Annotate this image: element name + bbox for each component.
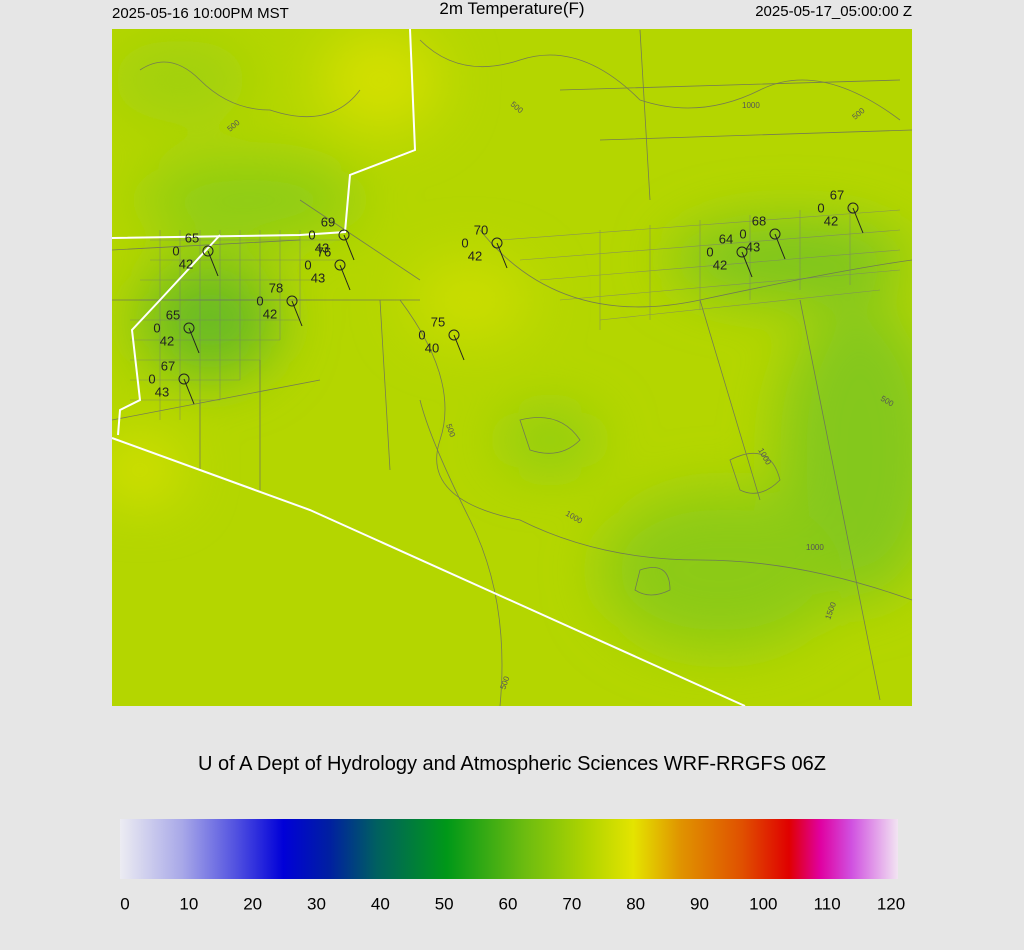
station-plot: 75 040 bbox=[418, 314, 465, 361]
station-temperature: 68 bbox=[752, 213, 766, 228]
urban-grid bbox=[130, 205, 901, 420]
contour-label: 1000 bbox=[806, 543, 824, 552]
map-title: 2m Temperature(F) bbox=[439, 0, 584, 18]
station-circle bbox=[286, 295, 298, 307]
wind-barb bbox=[774, 233, 786, 260]
station-circle bbox=[491, 237, 503, 249]
station-wind: 0 bbox=[706, 244, 713, 259]
station-wind: 0 bbox=[418, 327, 425, 342]
colorbar bbox=[120, 819, 898, 879]
wind-barb bbox=[343, 234, 355, 261]
wind-barb bbox=[852, 207, 864, 234]
wind-barb bbox=[291, 300, 303, 327]
colorbar-tick-label: 110 bbox=[814, 894, 841, 913]
colorbar-tick-label: 0 bbox=[120, 894, 129, 913]
station-dewpoint: 42 bbox=[160, 333, 174, 348]
colorbar-tick-label: 50 bbox=[435, 894, 454, 913]
colorbar-tick-label: 60 bbox=[499, 894, 518, 913]
station-dewpoint: 42 bbox=[468, 248, 482, 263]
borders bbox=[112, 29, 746, 706]
wind-barb bbox=[339, 264, 351, 291]
contour-label: 500 bbox=[498, 675, 511, 691]
station-dewpoint: 42 bbox=[263, 306, 277, 321]
colorbar-tick-label: 40 bbox=[371, 894, 390, 913]
wind-barb bbox=[183, 378, 195, 405]
station-temperature: 67 bbox=[830, 187, 844, 202]
station-circle bbox=[334, 259, 346, 271]
colorbar-tick-label: 10 bbox=[179, 894, 198, 913]
station-plot: 67 042 bbox=[817, 187, 864, 234]
station-circle bbox=[448, 329, 460, 341]
station-wind: 0 bbox=[308, 227, 315, 242]
station-temperature: 67 bbox=[161, 358, 175, 373]
station-dewpoint: 42 bbox=[824, 213, 838, 228]
wind-barb bbox=[453, 334, 465, 361]
station-temperature: 65 bbox=[185, 230, 199, 245]
station-wind: 0 bbox=[739, 226, 746, 241]
station-dewpoint: 43 bbox=[311, 270, 325, 285]
station-wind: 0 bbox=[256, 293, 263, 308]
station-circle bbox=[338, 229, 350, 241]
station-dewpoint: 42 bbox=[179, 256, 193, 271]
station-circle bbox=[847, 202, 859, 214]
station-circle bbox=[202, 245, 214, 257]
footer-credit: U of A Dept of Hydrology and Atmospheric… bbox=[198, 753, 826, 775]
station-wind: 0 bbox=[148, 371, 155, 386]
station-dewpoint: 43 bbox=[315, 240, 329, 255]
colorbar-tick-label: 30 bbox=[307, 894, 326, 913]
station-wind: 0 bbox=[172, 243, 179, 258]
station-temperature: 70 bbox=[474, 222, 488, 237]
wind-barb bbox=[207, 250, 219, 277]
station-plot: 78 042 bbox=[256, 280, 303, 327]
station-wind: 0 bbox=[304, 257, 311, 272]
station-dewpoint: 42 bbox=[713, 257, 727, 272]
station-circle bbox=[769, 228, 781, 240]
station-plot: 64 042 bbox=[706, 231, 753, 278]
station-wind: 0 bbox=[817, 200, 824, 215]
station-plot: 67 043 bbox=[148, 358, 195, 405]
station-plot: 69 043 bbox=[308, 214, 355, 261]
station-temperature: 78 bbox=[269, 280, 283, 295]
station-plot: 65 042 bbox=[153, 307, 200, 354]
station-circle bbox=[178, 373, 190, 385]
station-circle bbox=[736, 246, 748, 258]
colorbar-tick-label: 100 bbox=[749, 894, 777, 913]
colorbar-tick-label: 20 bbox=[243, 894, 262, 913]
wind-barb bbox=[741, 251, 753, 278]
wind-barb bbox=[188, 327, 200, 354]
station-temperature: 69 bbox=[321, 214, 335, 229]
contour-label: 500 bbox=[444, 423, 457, 439]
station-temperature: 64 bbox=[719, 231, 733, 246]
station-dewpoint: 43 bbox=[746, 239, 760, 254]
valid-local-time: 2025-05-16 10:00PM MST bbox=[112, 5, 289, 22]
colorbar-tick-label: 80 bbox=[626, 894, 645, 913]
station-temperature: 75 bbox=[431, 314, 445, 329]
colorbar-tick-label: 90 bbox=[690, 894, 709, 913]
station-wind: 0 bbox=[461, 235, 468, 250]
station-circle bbox=[183, 322, 195, 334]
colorbar-tick-label: 70 bbox=[562, 894, 581, 913]
station-plot: 70 042 bbox=[461, 222, 508, 269]
colorbar-tick-label: 120 bbox=[877, 894, 905, 913]
station-plot: 76 043 bbox=[304, 244, 351, 291]
station-temperature: 65 bbox=[166, 307, 180, 322]
station-plot: 68 043 bbox=[739, 213, 786, 260]
contour-label: 1000 bbox=[742, 101, 760, 110]
wind-barb bbox=[496, 242, 508, 269]
valid-utc-time: 2025-05-17_05:00:00 Z bbox=[755, 3, 912, 20]
station-temperature: 76 bbox=[317, 244, 331, 259]
station-plot: 65 042 bbox=[172, 230, 219, 277]
station-dewpoint: 43 bbox=[155, 384, 169, 399]
station-dewpoint: 40 bbox=[425, 340, 439, 355]
station-wind: 0 bbox=[153, 320, 160, 335]
